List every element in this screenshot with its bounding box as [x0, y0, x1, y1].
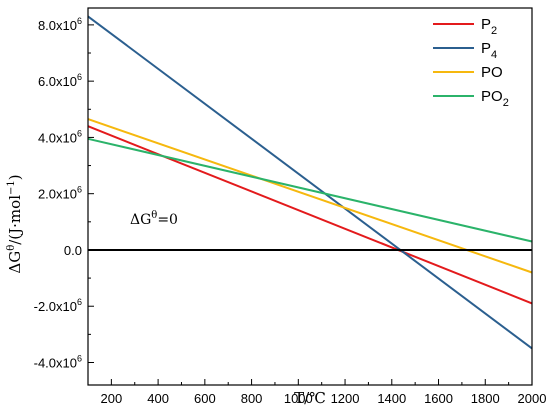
- x-tick-label: 400: [147, 391, 169, 406]
- x-axis-ticks: 200 400 600 800 1000 1200 1400 1600 1800 2000: [87, 379, 547, 406]
- plot-border: [87, 7, 533, 386]
- y-tick-label: 2.0x106: [38, 185, 82, 202]
- x-tick-label: 1400: [377, 391, 406, 406]
- y-axis-label: ΔGθ/(J·mol−1): [6, 174, 24, 273]
- x-tick-label: 1800: [471, 391, 500, 406]
- x-tick-label: 200: [101, 391, 123, 406]
- series-line-po: [87, 118, 533, 274]
- y-tick-label: -2.0x106: [34, 297, 82, 314]
- series-line-p4: [87, 15, 533, 350]
- legend-entry: P2: [481, 16, 497, 37]
- legend-entry: PO: [481, 64, 503, 81]
- x-tick-label: 1600: [424, 391, 453, 406]
- x-tick-label: 800: [241, 391, 263, 406]
- legend-entry: PO2: [481, 88, 509, 109]
- legend-entry: P4: [481, 40, 497, 61]
- y-tick-label: 8.0x106: [38, 16, 82, 33]
- y-tick-label: -4.0x106: [34, 353, 82, 370]
- series-line-po2: [87, 137, 533, 243]
- x-tick-label: 2000: [518, 391, 547, 406]
- y-tick-label: 6.0x106: [38, 72, 82, 89]
- plot-frame: [87, 7, 533, 386]
- series-layer: [87, 15, 533, 350]
- x-tick-label: 1200: [331, 391, 360, 406]
- x-axis-label: T/℃: [294, 389, 326, 407]
- x-tick-label: 1000: [284, 391, 313, 406]
- y-tick-label: 4.0x106: [38, 128, 82, 145]
- reference-line-annotation: ΔGθ=0: [130, 210, 178, 228]
- y-tick-label: 0.0: [64, 243, 82, 258]
- x-tick-label: 600: [194, 391, 216, 406]
- legend: P2 P4 PO PO2: [433, 16, 509, 109]
- y-axis-ticks: -4.0x106 -2.0x106 0.0 2.0x106 4.0x106 6.0x106…: [34, 16, 94, 370]
